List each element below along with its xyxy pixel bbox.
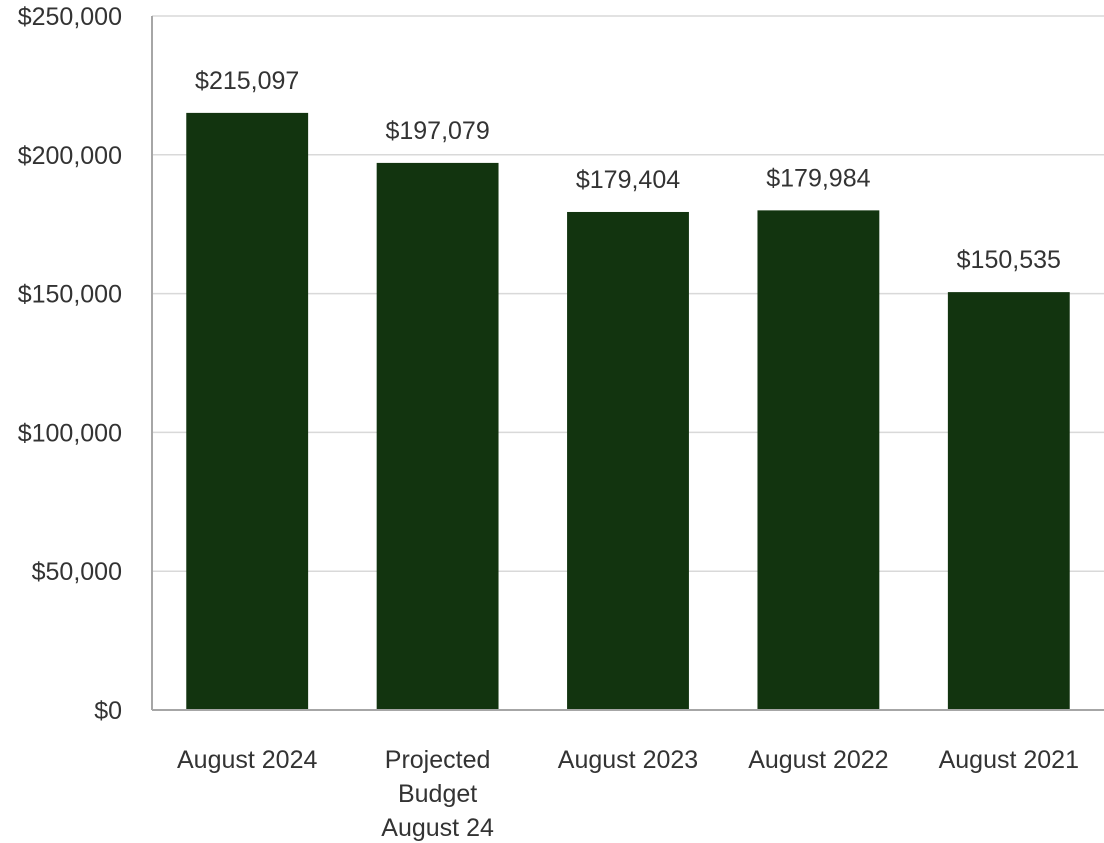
- category-labels: August 2024 Projected Budget August 24 Augus…: [177, 746, 1079, 842]
- y-tick-label: $250,000: [18, 3, 122, 31]
- x-tick-label: Projected Budget August 24: [381, 746, 494, 842]
- x-tick-label-line: August 2023: [558, 746, 698, 774]
- data-label: $197,079: [385, 117, 489, 145]
- x-tick-label-line: August 2021: [939, 746, 1079, 774]
- bars: [186, 112, 1070, 711]
- bar: [947, 292, 1070, 710]
- x-tick-label: August 2023: [558, 746, 698, 774]
- x-tick-label: August 2021: [939, 746, 1079, 774]
- data-label: $150,535: [957, 246, 1061, 274]
- data-label: $179,404: [576, 166, 680, 194]
- y-tick-label: $150,000: [18, 281, 122, 309]
- data-label: $179,984: [766, 164, 870, 192]
- x-tick-label: August 2022: [748, 746, 888, 774]
- bar: [567, 211, 689, 711]
- x-tick-label-line: Projected: [385, 746, 491, 774]
- x-tick-label-line: August 2024: [177, 746, 317, 774]
- bar: [376, 162, 499, 710]
- bar: [757, 210, 880, 710]
- y-tick-label: $100,000: [18, 419, 122, 447]
- data-label: $215,097: [195, 67, 299, 95]
- y-tick-label: $50,000: [32, 558, 122, 586]
- bar: [186, 112, 309, 710]
- axes: [151, 16, 1104, 711]
- y-tick-labels: $0 $50,000 $100,000 $150,000 $200,000 $250,00…: [18, 3, 122, 725]
- x-tick-label-line: Budget: [398, 780, 477, 808]
- x-tick-label-line: August 2022: [748, 746, 888, 774]
- x-tick-label-line: August 24: [381, 814, 494, 842]
- x-tick-label: August 2024: [177, 746, 317, 774]
- y-tick-label: $0: [94, 697, 122, 725]
- data-labels: $215,097 $197,079 $179,404 $179,984 $150,535: [195, 67, 1061, 274]
- y-tick-label: $200,000: [18, 142, 122, 170]
